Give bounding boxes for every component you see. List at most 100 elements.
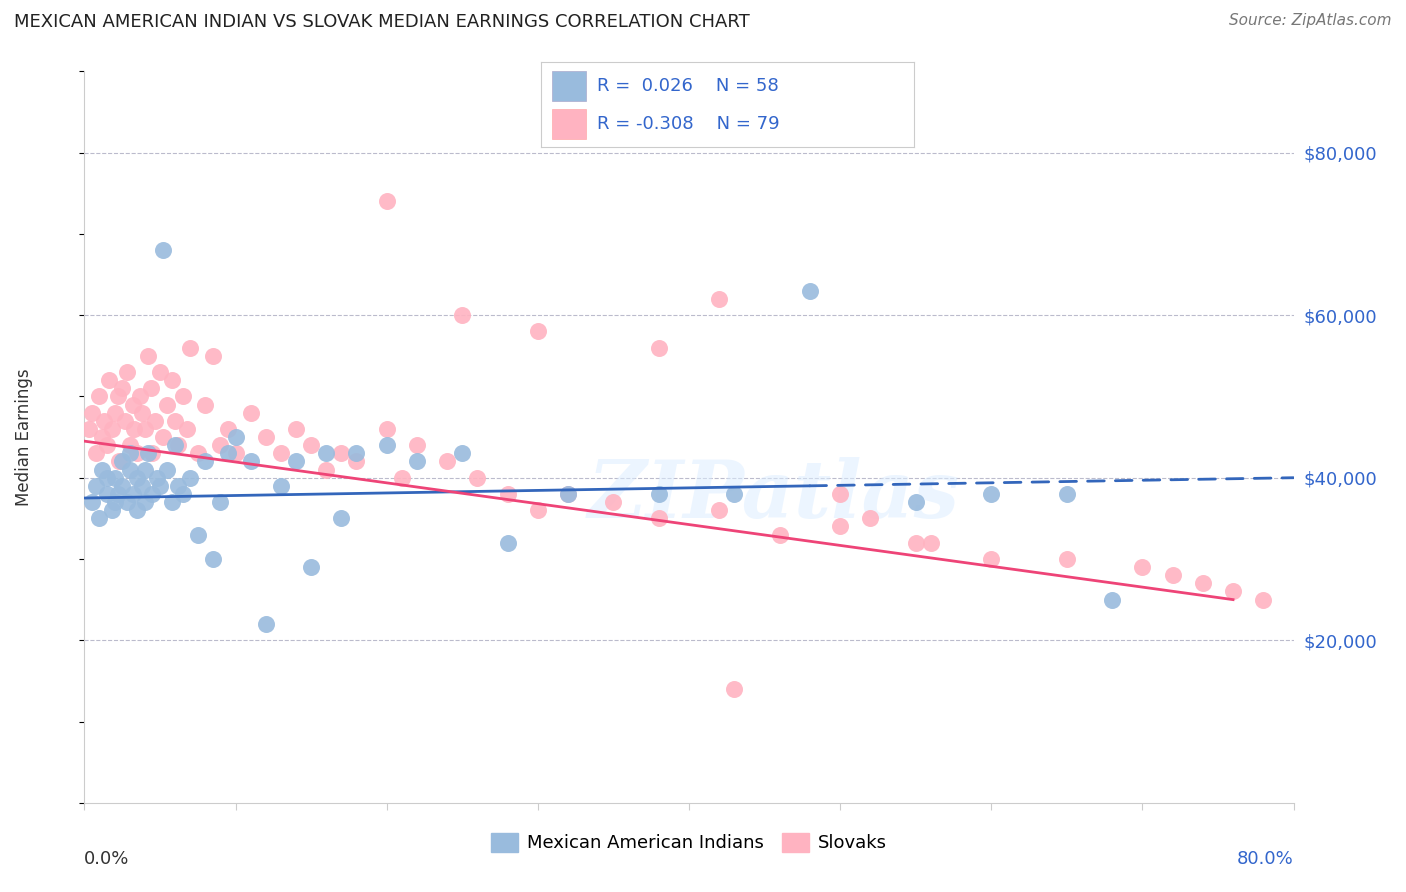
Point [91, 430, 114, 444]
Text: Median Earnings: Median Earnings [15, 368, 32, 506]
Point [496, 535, 519, 549]
Point [527, 325, 550, 339]
Point [723, 487, 745, 501]
Point [111, 454, 134, 468]
Point [299, 560, 322, 574]
Point [709, 292, 731, 306]
Point [451, 446, 474, 460]
Point [391, 471, 413, 485]
Text: R = -0.308    N = 79: R = -0.308 N = 79 [598, 115, 780, 133]
Point [799, 284, 821, 298]
Point [165, 414, 187, 428]
Point [136, 349, 159, 363]
Point [859, 511, 882, 525]
Point [141, 446, 163, 460]
Point [709, 503, 731, 517]
Point [830, 519, 852, 533]
Point [1130, 560, 1153, 574]
Point [648, 341, 671, 355]
Point [89, 511, 111, 525]
Point [254, 617, 277, 632]
Text: 0.0%: 0.0% [84, 850, 129, 868]
Point [160, 373, 183, 387]
Point [80, 406, 103, 420]
Point [904, 535, 927, 549]
Point [254, 430, 277, 444]
Point [1253, 592, 1275, 607]
Point [114, 414, 136, 428]
Point [187, 527, 209, 541]
Point [723, 681, 745, 696]
Point [1056, 552, 1078, 566]
Point [194, 454, 217, 468]
Point [239, 406, 262, 420]
Point [100, 503, 122, 517]
Point [118, 438, 141, 452]
Point [96, 487, 118, 501]
Point [146, 471, 169, 485]
Point [118, 462, 141, 476]
Point [201, 349, 224, 363]
Point [346, 454, 368, 468]
Point [118, 446, 141, 460]
Point [346, 446, 368, 460]
Point [165, 438, 187, 452]
Point [167, 479, 190, 493]
Point [451, 308, 474, 322]
Point [375, 438, 398, 452]
Point [86, 446, 108, 460]
Point [270, 479, 292, 493]
Point [91, 462, 114, 476]
Text: R =  0.026    N = 58: R = 0.026 N = 58 [598, 77, 779, 95]
Point [89, 389, 111, 403]
Point [172, 389, 194, 403]
Point [648, 511, 671, 525]
Point [97, 373, 120, 387]
Text: Source: ZipAtlas.com: Source: ZipAtlas.com [1229, 13, 1392, 29]
Point [167, 438, 190, 452]
Point [127, 503, 149, 517]
Point [121, 487, 143, 501]
Point [217, 422, 239, 436]
Point [299, 438, 322, 452]
Point [1222, 584, 1244, 599]
Point [209, 495, 232, 509]
Text: MEXICAN AMERICAN INDIAN VS SLOVAK MEDIAN EARNINGS CORRELATION CHART: MEXICAN AMERICAN INDIAN VS SLOVAK MEDIAN… [14, 13, 749, 31]
Point [225, 430, 247, 444]
Point [86, 479, 108, 493]
Point [156, 398, 179, 412]
Point [1161, 568, 1184, 582]
Point [139, 381, 162, 395]
Point [134, 495, 156, 509]
Point [496, 487, 519, 501]
Point [131, 479, 153, 493]
Point [129, 389, 152, 403]
Point [179, 341, 201, 355]
Point [145, 414, 167, 428]
Point [179, 471, 201, 485]
Point [1056, 487, 1078, 501]
Point [131, 406, 153, 420]
Point [127, 446, 149, 460]
Point [115, 365, 138, 379]
Text: ZIPatlas: ZIPatlas [588, 457, 960, 534]
FancyBboxPatch shape [553, 71, 586, 101]
Point [557, 487, 579, 501]
Point [149, 365, 172, 379]
Point [93, 414, 115, 428]
Point [141, 487, 163, 501]
Point [315, 446, 337, 460]
Legend: Mexican American Indians, Slovaks: Mexican American Indians, Slovaks [484, 826, 894, 860]
Point [270, 446, 292, 460]
Point [111, 381, 134, 395]
Point [152, 243, 174, 257]
Point [217, 446, 239, 460]
Point [648, 487, 671, 501]
Point [115, 495, 138, 509]
Point [80, 495, 103, 509]
Point [104, 495, 127, 509]
Point [176, 422, 198, 436]
Point [904, 495, 927, 509]
Point [194, 398, 217, 412]
Point [406, 438, 429, 452]
